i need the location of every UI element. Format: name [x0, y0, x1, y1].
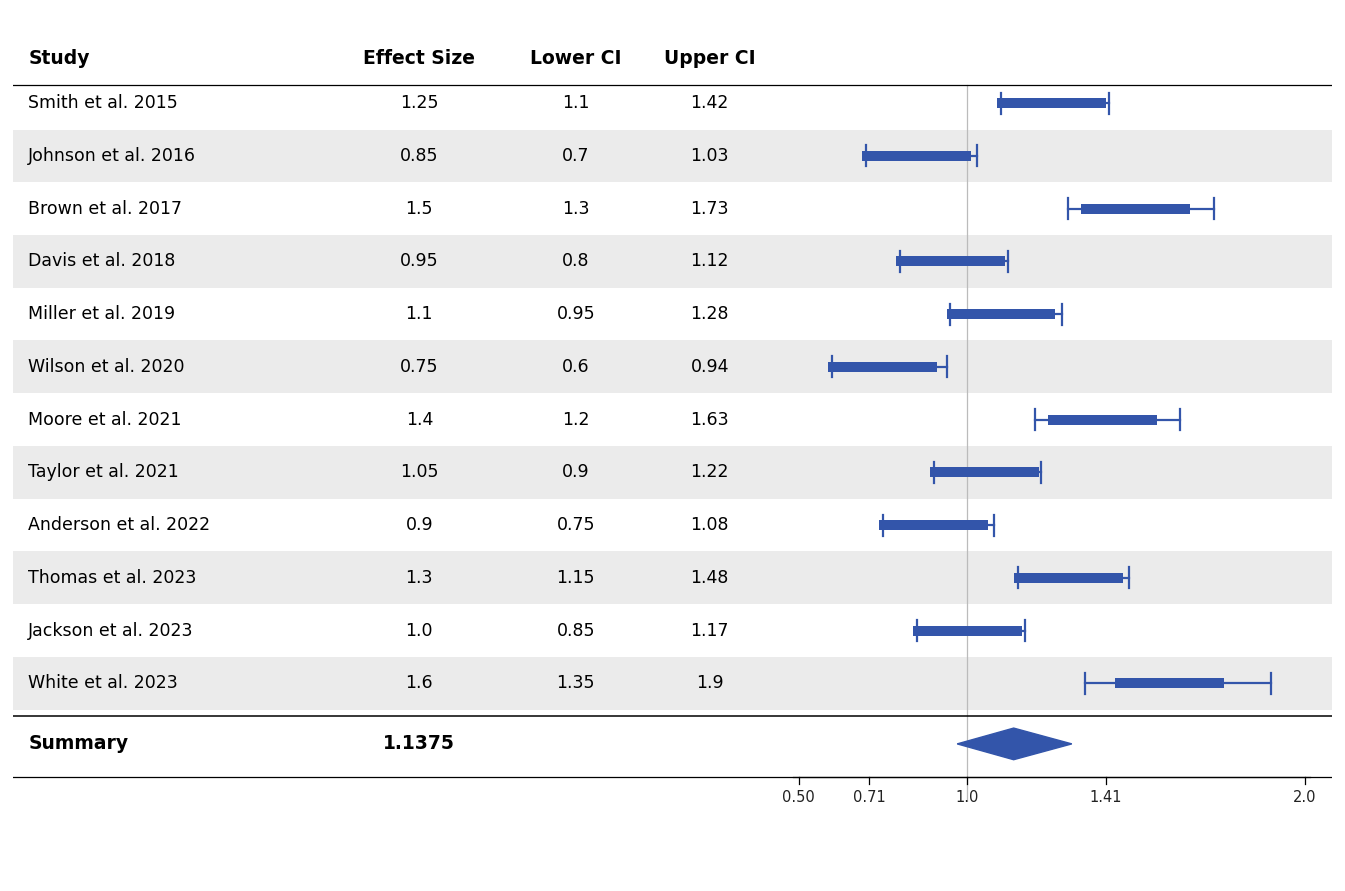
Text: 0.9: 0.9 [562, 463, 589, 481]
Bar [1081, 204, 1190, 214]
Bar [13, 393, 759, 446]
Text: 0.6: 0.6 [562, 358, 589, 376]
Text: 1.17: 1.17 [690, 622, 729, 640]
Polygon shape [958, 728, 1072, 760]
Text: Taylor et al. 2021: Taylor et al. 2021 [28, 463, 179, 481]
Bar [759, 552, 1332, 604]
Text: 1.22: 1.22 [690, 463, 729, 481]
Text: Smith et al. 2015: Smith et al. 2015 [28, 94, 178, 112]
Bar [896, 257, 1005, 266]
Bar [1048, 414, 1157, 425]
Bar [862, 151, 971, 161]
Text: Moore et al. 2021: Moore et al. 2021 [28, 411, 182, 429]
Text: 1.42: 1.42 [690, 94, 729, 112]
Bar [759, 235, 1332, 288]
Text: 0.7: 0.7 [562, 147, 589, 165]
Text: Miller et al. 2019: Miller et al. 2019 [28, 305, 175, 323]
Bar [13, 77, 759, 129]
Text: 1.08: 1.08 [690, 516, 729, 534]
Bar [13, 657, 759, 709]
Text: 1.4: 1.4 [406, 411, 433, 429]
Bar [1115, 678, 1224, 688]
Bar [913, 625, 1022, 635]
Text: 0.8: 0.8 [562, 252, 589, 270]
Text: 1.63: 1.63 [690, 411, 729, 429]
Text: Davis et al. 2018: Davis et al. 2018 [28, 252, 176, 270]
Text: 1.1: 1.1 [406, 305, 433, 323]
Bar [759, 77, 1332, 129]
Text: 1.0: 1.0 [955, 790, 979, 805]
Text: 1.3: 1.3 [406, 568, 433, 587]
Text: 1.35: 1.35 [557, 674, 594, 692]
Bar [929, 467, 1038, 478]
Text: Thomas et al. 2023: Thomas et al. 2023 [28, 568, 196, 587]
Text: Effect Size: Effect Size [363, 49, 475, 68]
Text: Anderson et al. 2022: Anderson et al. 2022 [28, 516, 210, 534]
Bar [759, 446, 1332, 499]
Text: 1.2: 1.2 [562, 411, 589, 429]
Text: Study: Study [28, 49, 90, 68]
Text: 1.03: 1.03 [690, 147, 729, 165]
Bar [1014, 573, 1123, 583]
Text: 1.9: 1.9 [695, 674, 724, 692]
Text: 1.1: 1.1 [562, 94, 589, 112]
Bar [759, 340, 1332, 393]
Text: 0.95: 0.95 [399, 252, 438, 270]
Text: 2.0: 2.0 [1293, 790, 1317, 805]
Bar [13, 183, 759, 235]
Text: 1.3: 1.3 [562, 200, 589, 217]
Text: 1.73: 1.73 [690, 200, 729, 217]
Bar [759, 183, 1332, 235]
Bar [13, 235, 759, 288]
Text: Summary: Summary [28, 734, 129, 754]
Text: White et al. 2023: White et al. 2023 [28, 674, 178, 692]
Text: 0.71: 0.71 [853, 790, 886, 805]
Text: 1.25: 1.25 [399, 94, 438, 112]
Text: 1.15: 1.15 [557, 568, 594, 587]
Text: Johnson et al. 2016: Johnson et al. 2016 [28, 147, 196, 165]
Bar [13, 552, 759, 604]
Bar [759, 657, 1332, 709]
Bar [997, 98, 1106, 108]
Bar [13, 340, 759, 393]
Text: 1.0: 1.0 [406, 622, 433, 640]
Bar [759, 288, 1332, 340]
Bar [13, 129, 759, 183]
Bar [947, 309, 1056, 319]
Bar [759, 393, 1332, 446]
Text: 1.48: 1.48 [690, 568, 729, 587]
Text: 1.5: 1.5 [406, 200, 433, 217]
Text: 0.75: 0.75 [399, 358, 438, 376]
Text: 0.50: 0.50 [783, 790, 815, 805]
Bar [13, 604, 759, 657]
Text: 0.75: 0.75 [557, 516, 594, 534]
Text: Wilson et al. 2020: Wilson et al. 2020 [28, 358, 184, 376]
Bar [829, 362, 937, 372]
Text: Jackson et al. 2023: Jackson et al. 2023 [28, 622, 194, 640]
Text: 1.6: 1.6 [405, 674, 433, 692]
Bar [13, 446, 759, 499]
Text: 1.1375: 1.1375 [383, 734, 455, 754]
Text: 1.12: 1.12 [690, 252, 729, 270]
Text: Lower CI: Lower CI [530, 49, 621, 68]
Text: 1.28: 1.28 [690, 305, 729, 323]
Text: 0.9: 0.9 [405, 516, 433, 534]
Bar [759, 604, 1332, 657]
Text: 1.05: 1.05 [399, 463, 438, 481]
Text: 0.85: 0.85 [399, 147, 438, 165]
Text: 0.85: 0.85 [557, 622, 594, 640]
Text: Brown et al. 2017: Brown et al. 2017 [28, 200, 183, 217]
Bar [759, 129, 1332, 183]
Text: 1.41: 1.41 [1089, 790, 1122, 805]
Bar [880, 520, 989, 530]
Bar [759, 499, 1332, 552]
Text: 0.95: 0.95 [557, 305, 594, 323]
Bar [13, 499, 759, 552]
Text: 0.94: 0.94 [690, 358, 729, 376]
Bar [13, 288, 759, 340]
Text: Upper CI: Upper CI [664, 49, 756, 68]
